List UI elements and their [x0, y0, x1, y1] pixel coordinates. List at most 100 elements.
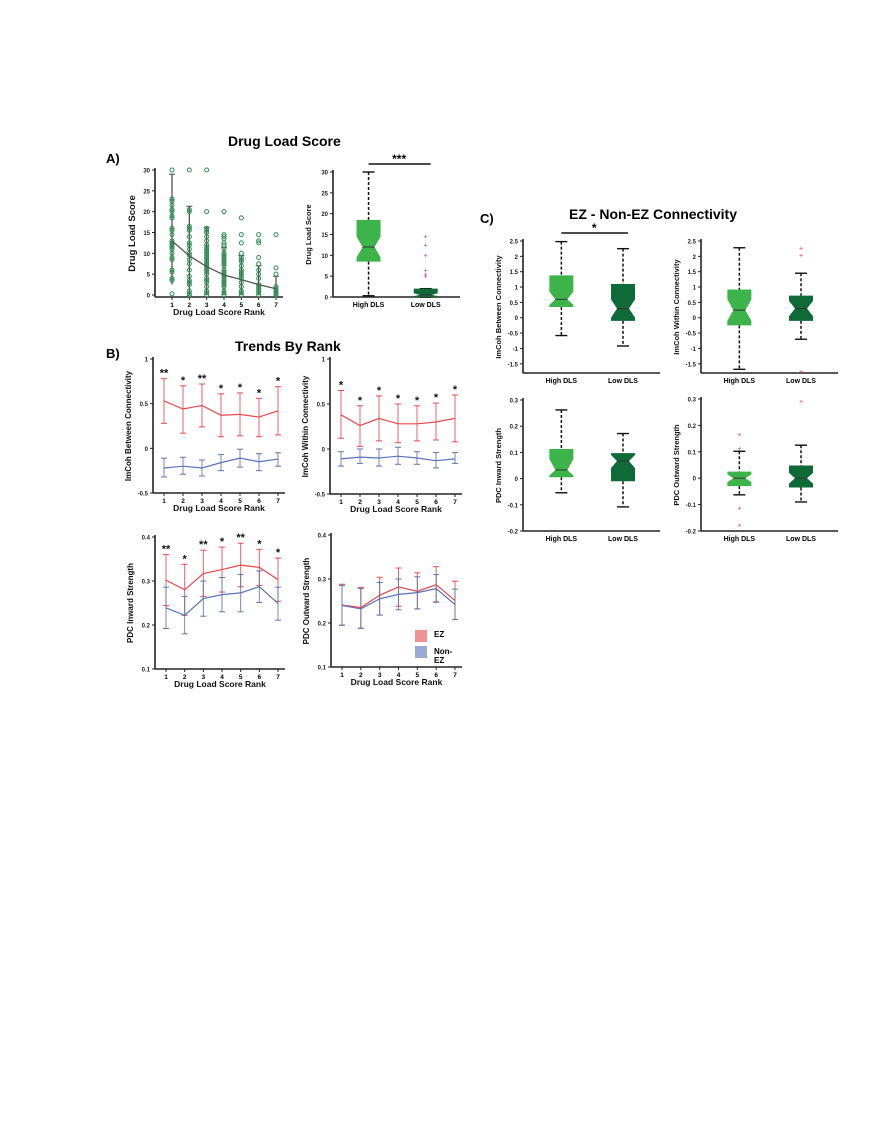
y-tick-label: 0.5: [140, 402, 149, 408]
x-tick-label: 6: [257, 302, 261, 309]
significance-marker: *: [377, 385, 382, 397]
y-tick-label: 0: [515, 477, 519, 483]
x-tick-label: 1: [339, 499, 343, 506]
outlier-point: +: [799, 252, 803, 259]
data-point: [238, 290, 244, 296]
outlier-point: +: [737, 432, 741, 439]
y-tick-label: 20: [143, 210, 150, 216]
data-point: [238, 269, 244, 275]
x-tick-label: 5: [416, 672, 420, 679]
notched-box-low-dls: [611, 283, 636, 321]
y-tick-label: 1: [515, 286, 519, 292]
significance-marker: *: [276, 547, 281, 559]
data-point: [186, 167, 192, 173]
x-tick-label: 7: [274, 302, 278, 309]
data-point: [238, 257, 244, 263]
y-tick-label: 1: [145, 358, 149, 364]
significance-marker: *: [181, 375, 186, 387]
panel-label-b: B): [106, 346, 120, 361]
notched-box-low-dls: [611, 453, 636, 482]
x-tick-label: 4: [220, 674, 224, 681]
data-point: [169, 238, 175, 244]
data-point: [238, 250, 244, 256]
y-tick-label: 0.2: [142, 624, 151, 630]
x-tick-label: 5: [238, 498, 242, 505]
significance-marker: *: [183, 553, 188, 565]
x-tick-label: 4: [222, 302, 226, 309]
series-line-non-ez: [341, 588, 456, 610]
x-tick-label: High DLS: [724, 536, 756, 543]
y-tick-label: -0.2: [508, 530, 519, 536]
significance-marker: *: [276, 376, 281, 388]
x-axis-label: Drug Load Score Rank: [173, 503, 265, 513]
data-point: [204, 244, 210, 250]
x-tick-label: 6: [257, 498, 261, 505]
y-tick-label: -0.1: [508, 503, 519, 509]
data-point: [204, 209, 210, 215]
x-tick-label: 6: [434, 672, 438, 679]
series-line-non-ez: [340, 455, 456, 462]
data-point: [169, 227, 175, 233]
x-tick-label: 1: [340, 672, 344, 679]
x-tick-label: 2: [181, 498, 185, 505]
x-axis-label: Drug Load Score Rank: [173, 307, 265, 317]
x-tick-label: 7: [453, 499, 457, 506]
title-drug-load-score: Drug Load Score: [228, 133, 341, 149]
x-tick-label: High DLS: [353, 302, 385, 309]
significance-marker: *: [219, 383, 224, 395]
data-point: [256, 255, 262, 260]
y-tick-label: 10: [321, 254, 328, 260]
y-tick-label: -0.5: [138, 492, 149, 498]
data-point: [186, 234, 192, 240]
panel-label-a: A): [106, 151, 120, 166]
y-tick-label: -0.1: [686, 503, 697, 509]
y-axis-label: PDC Outward Strength: [302, 558, 311, 645]
data-point: [256, 267, 262, 273]
y-tick-label: 15: [143, 231, 150, 237]
y-tick-label: -1: [691, 347, 697, 353]
data-point: [221, 242, 227, 248]
y-tick-label: 0: [145, 447, 149, 453]
data-point: [256, 232, 262, 238]
data-point: [256, 240, 262, 246]
legend-label-non-ez: Non-EZ: [434, 647, 453, 665]
x-tick-label: 5: [240, 302, 244, 309]
y-tick-label: 0: [325, 296, 329, 302]
y-tick-label: 2: [693, 255, 697, 261]
significance-marker: *: [339, 380, 344, 392]
y-tick-label: 0.5: [688, 301, 697, 307]
y-tick-label: 10: [143, 252, 150, 258]
y-tick-label: 2.5: [688, 240, 697, 246]
outlier-point: +: [737, 523, 741, 530]
data-point: [186, 288, 192, 294]
x-tick-label: 4: [397, 672, 401, 679]
data-point: [169, 198, 175, 204]
y-tick-label: 0.2: [688, 424, 697, 430]
x-tick-label: 4: [396, 499, 400, 506]
x-tick-label: High DLS: [724, 378, 756, 385]
outlier-point: +: [799, 399, 803, 406]
y-tick-label: 0: [147, 294, 151, 300]
y-tick-label: 0: [515, 316, 519, 322]
legend-swatch-ez: [415, 630, 427, 642]
y-tick-label: -0.5: [686, 332, 697, 338]
y-tick-label: 0: [322, 448, 326, 454]
data-point: [221, 209, 227, 215]
y-tick-label: 0.4: [142, 536, 151, 542]
data-point: [204, 277, 210, 283]
outlier-point: +: [424, 274, 428, 281]
data-point: [169, 267, 175, 273]
significance-marker: *: [358, 395, 363, 407]
outlier-point: +: [799, 369, 803, 376]
data-point: [186, 242, 192, 248]
data-point: [169, 257, 175, 263]
y-tick-label: 0.2: [318, 622, 327, 628]
y-tick-label: 0.3: [688, 398, 697, 404]
series-line-non-ez: [165, 586, 279, 617]
data-point: [221, 269, 227, 275]
y-tick-label: 0: [693, 477, 697, 483]
data-point: [169, 215, 175, 221]
